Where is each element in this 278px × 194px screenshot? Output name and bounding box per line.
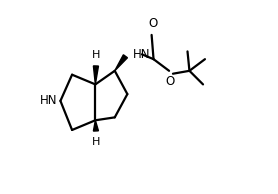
Polygon shape bbox=[115, 55, 127, 71]
Text: O: O bbox=[165, 75, 175, 88]
Polygon shape bbox=[93, 66, 98, 84]
Text: H: H bbox=[92, 137, 100, 147]
Text: O: O bbox=[148, 17, 157, 30]
Text: HN: HN bbox=[40, 94, 58, 107]
Polygon shape bbox=[93, 120, 98, 131]
Text: H: H bbox=[92, 50, 100, 60]
Text: HN: HN bbox=[133, 48, 151, 61]
